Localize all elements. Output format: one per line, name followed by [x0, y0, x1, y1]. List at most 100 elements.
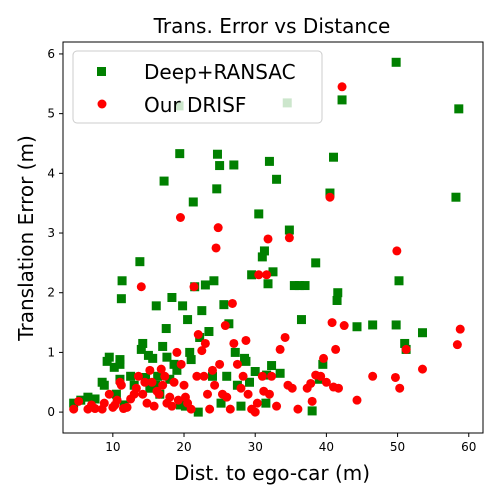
y-axis-label: Translation Error (m)	[14, 135, 38, 342]
data-point-circle	[254, 270, 264, 280]
data-point-circle	[136, 282, 146, 292]
data-point-circle	[154, 389, 164, 399]
data-point-square	[148, 353, 158, 363]
data-point-circle	[339, 321, 349, 331]
data-point-circle	[293, 404, 303, 414]
data-point-circle	[189, 282, 199, 292]
data-point-circle	[263, 234, 273, 244]
data-point-square	[230, 347, 240, 357]
data-point-square	[138, 338, 148, 348]
data-point-circle	[179, 380, 189, 390]
data-point-square	[185, 347, 195, 357]
data-point-square	[212, 149, 222, 159]
data-point-circle	[74, 396, 84, 406]
data-point-square	[229, 160, 239, 170]
data-point-square	[215, 161, 225, 171]
data-point-circle	[267, 371, 277, 381]
data-point-square	[172, 365, 182, 375]
data-point-square	[175, 149, 185, 159]
data-point-square	[451, 192, 461, 202]
data-point-square	[232, 380, 242, 390]
data-point-square	[165, 374, 175, 384]
data-point-square	[162, 352, 172, 362]
x-axis-label: Dist. to ego-car (m)	[174, 461, 370, 485]
data-point-square	[197, 306, 207, 316]
data-point-circle	[133, 371, 143, 381]
data-point-square	[289, 281, 299, 291]
data-point-square	[193, 407, 203, 417]
data-point-circle	[90, 404, 100, 414]
data-point-square	[329, 152, 339, 162]
data-point-circle	[316, 371, 326, 381]
data-point-circle	[220, 321, 230, 331]
data-point-square	[241, 356, 251, 366]
data-point-circle	[307, 396, 317, 406]
data-point-square	[109, 362, 119, 372]
data-point-square	[236, 401, 246, 411]
data-point-circle	[337, 82, 347, 92]
data-point-square	[136, 344, 146, 354]
data-point-circle	[99, 398, 109, 408]
data-point-square	[268, 267, 278, 277]
data-point-circle	[160, 371, 170, 381]
data-point-square	[158, 341, 168, 351]
data-point-square	[247, 270, 257, 280]
data-point-circle	[395, 383, 405, 393]
data-point-circle	[186, 404, 196, 414]
data-point-square	[454, 104, 464, 114]
data-point-square	[337, 95, 347, 105]
legend-marker-our-drisf	[97, 99, 107, 109]
data-point-square	[183, 315, 193, 325]
data-point-square	[394, 276, 404, 286]
data-point-square	[332, 295, 342, 305]
data-point-square	[111, 389, 121, 399]
data-point-circle	[250, 407, 260, 417]
data-point-square	[216, 398, 226, 408]
data-point-circle	[203, 389, 213, 399]
data-point-circle	[165, 392, 175, 402]
data-point-square	[159, 176, 169, 186]
data-point-circle	[210, 380, 220, 390]
data-point-circle	[169, 377, 179, 387]
x-tick-label: 10	[105, 440, 120, 454]
data-point-circle	[104, 389, 114, 399]
data-point-circle	[390, 372, 400, 382]
data-point-circle	[284, 233, 294, 243]
data-point-square	[222, 371, 232, 381]
legend-label-deep-ransac: Deep+RANSAC	[144, 60, 296, 84]
data-point-circle	[327, 318, 337, 328]
data-point-circle	[333, 383, 343, 393]
data-point-square	[272, 174, 282, 184]
data-point-circle	[331, 344, 341, 354]
data-point-circle	[213, 223, 223, 233]
data-point-circle	[200, 338, 210, 348]
data-point-circle	[262, 270, 272, 280]
data-point-circle	[122, 402, 132, 412]
data-point-circle	[158, 380, 168, 390]
data-point-square	[178, 301, 188, 311]
data-points	[69, 57, 465, 417]
data-point-square	[264, 156, 274, 166]
data-point-square	[169, 359, 179, 369]
data-point-circle	[175, 213, 185, 223]
data-point-square	[161, 324, 171, 334]
data-point-square	[284, 225, 294, 235]
data-point-circle	[306, 378, 316, 388]
data-point-square	[300, 281, 310, 291]
data-point-square	[83, 392, 93, 402]
data-point-square	[219, 300, 229, 310]
data-point-square	[204, 327, 214, 337]
data-point-square	[391, 320, 401, 330]
data-point-circle	[227, 298, 237, 308]
data-point-square	[250, 367, 260, 377]
data-point-circle	[222, 392, 232, 402]
data-point-square	[294, 281, 304, 291]
data-point-square	[116, 294, 126, 304]
y-tick-label: 4	[47, 166, 55, 180]
data-point-square	[257, 252, 267, 262]
data-point-square	[275, 368, 285, 378]
legend-box	[72, 50, 323, 124]
data-point-circle	[287, 383, 297, 393]
data-point-square	[153, 371, 163, 381]
